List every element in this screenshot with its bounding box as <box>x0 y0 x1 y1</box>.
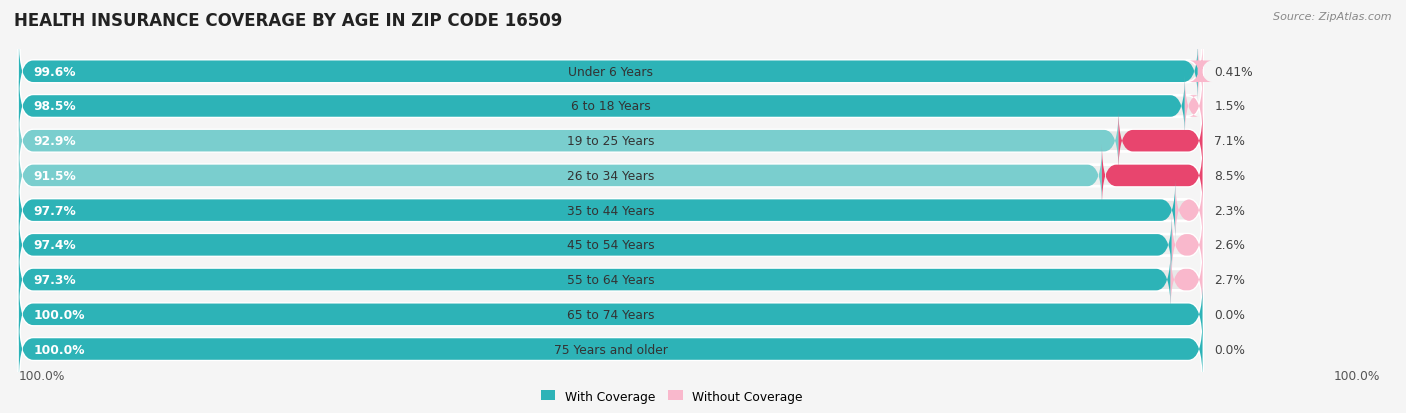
Text: 100.0%: 100.0% <box>34 308 84 321</box>
Text: 0.41%: 0.41% <box>1215 66 1253 78</box>
Text: 97.7%: 97.7% <box>34 204 76 217</box>
Text: 7.1%: 7.1% <box>1215 135 1246 148</box>
FancyBboxPatch shape <box>1175 180 1202 242</box>
Text: 75 Years and older: 75 Years and older <box>554 343 668 356</box>
Text: 2.6%: 2.6% <box>1215 239 1246 252</box>
Text: 19 to 25 Years: 19 to 25 Years <box>567 135 654 148</box>
FancyBboxPatch shape <box>18 111 1202 172</box>
Legend: With Coverage, Without Coverage: With Coverage, Without Coverage <box>536 385 807 408</box>
FancyBboxPatch shape <box>18 111 1119 172</box>
FancyBboxPatch shape <box>1188 41 1212 103</box>
Text: 2.7%: 2.7% <box>1215 273 1246 286</box>
FancyBboxPatch shape <box>1119 111 1202 172</box>
Text: 92.9%: 92.9% <box>34 135 76 148</box>
Text: 97.4%: 97.4% <box>34 239 76 252</box>
Text: Under 6 Years: Under 6 Years <box>568 66 654 78</box>
Text: 55 to 64 Years: 55 to 64 Years <box>567 273 655 286</box>
Text: 91.5%: 91.5% <box>34 169 76 183</box>
FancyBboxPatch shape <box>18 249 1171 311</box>
Text: Source: ZipAtlas.com: Source: ZipAtlas.com <box>1274 12 1392 22</box>
Text: HEALTH INSURANCE COVERAGE BY AGE IN ZIP CODE 16509: HEALTH INSURANCE COVERAGE BY AGE IN ZIP … <box>14 12 562 30</box>
FancyBboxPatch shape <box>18 318 1202 380</box>
FancyBboxPatch shape <box>18 76 1185 138</box>
FancyBboxPatch shape <box>18 214 1171 276</box>
Text: 35 to 44 Years: 35 to 44 Years <box>567 204 654 217</box>
FancyBboxPatch shape <box>1171 214 1202 276</box>
FancyBboxPatch shape <box>1185 76 1202 138</box>
FancyBboxPatch shape <box>18 41 1198 103</box>
Text: 45 to 54 Years: 45 to 54 Years <box>567 239 655 252</box>
FancyBboxPatch shape <box>18 180 1175 242</box>
Text: 65 to 74 Years: 65 to 74 Years <box>567 308 654 321</box>
FancyBboxPatch shape <box>18 284 1202 345</box>
FancyBboxPatch shape <box>1171 249 1202 311</box>
Text: 100.0%: 100.0% <box>34 343 84 356</box>
FancyBboxPatch shape <box>18 145 1202 207</box>
FancyBboxPatch shape <box>1102 145 1202 207</box>
FancyBboxPatch shape <box>18 145 1102 207</box>
Text: 100.0%: 100.0% <box>18 369 65 382</box>
Text: 97.3%: 97.3% <box>34 273 76 286</box>
FancyBboxPatch shape <box>18 249 1202 311</box>
Text: 6 to 18 Years: 6 to 18 Years <box>571 100 651 113</box>
FancyBboxPatch shape <box>18 41 1202 103</box>
Text: 0.0%: 0.0% <box>1215 308 1246 321</box>
FancyBboxPatch shape <box>18 318 1202 380</box>
Text: 1.5%: 1.5% <box>1215 100 1246 113</box>
FancyBboxPatch shape <box>18 180 1202 242</box>
Text: 99.6%: 99.6% <box>34 66 76 78</box>
Text: 8.5%: 8.5% <box>1215 169 1246 183</box>
Text: 2.3%: 2.3% <box>1215 204 1246 217</box>
Text: 0.0%: 0.0% <box>1215 343 1246 356</box>
Text: 98.5%: 98.5% <box>34 100 76 113</box>
Text: 26 to 34 Years: 26 to 34 Years <box>567 169 654 183</box>
FancyBboxPatch shape <box>18 214 1202 276</box>
FancyBboxPatch shape <box>18 76 1202 138</box>
Text: 100.0%: 100.0% <box>1334 369 1381 382</box>
FancyBboxPatch shape <box>18 284 1202 345</box>
